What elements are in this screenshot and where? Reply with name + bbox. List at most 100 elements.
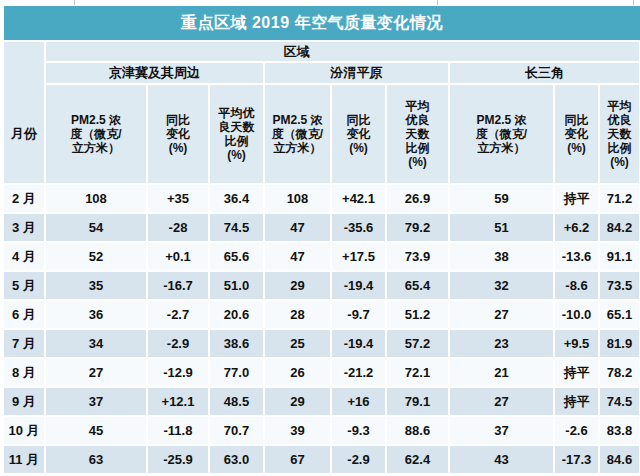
data-cell: -2.9: [148, 330, 208, 357]
data-cell: 67: [265, 446, 330, 473]
grid-tick: [74, 0, 75, 5]
data-cell: +12.1: [148, 388, 208, 415]
data-cell: -9.3: [332, 417, 385, 444]
data-cell: +35: [148, 185, 208, 212]
data-cell: -25.9: [148, 446, 208, 473]
data-cell: +17.5: [332, 243, 385, 270]
data-cell: 62.4: [387, 446, 448, 473]
data-cell: -35.6: [332, 214, 385, 241]
data-cell: 63.0: [210, 446, 263, 473]
month-cell: 3 月: [4, 214, 44, 241]
data-cell: 51: [450, 214, 553, 241]
data-cell: 72.1: [387, 359, 448, 386]
data-cell: 73.5: [600, 272, 639, 299]
grid-tick: [633, 0, 634, 5]
month-cell: 4 月: [4, 243, 44, 270]
data-cell: 29: [265, 388, 330, 415]
month-cell: 9 月: [4, 388, 44, 415]
month-cell: 5 月: [4, 272, 44, 299]
table-title-bar: 重点区域 2019 年空气质量变化情况: [4, 6, 640, 40]
data-cell: -2.6: [555, 417, 598, 444]
data-cell: 70.7: [210, 417, 263, 444]
table-title: 重点区域 2019 年空气质量变化情况: [181, 13, 443, 34]
data-cell: 84.2: [600, 214, 639, 241]
region-header-label: 区域: [284, 43, 310, 61]
data-cell: 34: [46, 330, 146, 357]
data-cell: 47: [265, 214, 330, 241]
data-cell: +0.1: [148, 243, 208, 270]
column-header: 同比 变化 (%): [555, 85, 598, 183]
data-cell: 84.6: [600, 446, 639, 473]
top-margin-strip: [0, 0, 640, 6]
data-cell: 26: [265, 359, 330, 386]
data-cell: 36.4: [210, 185, 263, 212]
data-cell: 25: [265, 330, 330, 357]
data-cell: -28: [148, 214, 208, 241]
data-cell: 108: [46, 185, 146, 212]
column-header: 平均 优良 天数 比例 (%): [387, 85, 448, 183]
data-cell: 108: [265, 185, 330, 212]
data-cell: -16.7: [148, 272, 208, 299]
data-cell: 45: [46, 417, 146, 444]
data-cell: 28: [265, 301, 330, 328]
column-header: 平均 优良 天数 比例 (%): [600, 85, 639, 183]
data-cell: -21.2: [332, 359, 385, 386]
column-header: PM2.5 浓 度（微克/ 立方米）: [265, 85, 330, 183]
data-cell: 74.5: [600, 388, 639, 415]
data-cell: +6.2: [555, 214, 598, 241]
data-cell: 27: [450, 301, 553, 328]
region-name-1: 京津冀及其周边: [46, 63, 263, 83]
data-cell: 83.8: [600, 417, 639, 444]
month-cell: 8 月: [4, 359, 44, 386]
data-cell: -8.6: [555, 272, 598, 299]
data-cell: 36: [46, 301, 146, 328]
data-cell: 20.6: [210, 301, 263, 328]
data-cell: 73.9: [387, 243, 448, 270]
region-name-3: 长三角: [450, 63, 639, 83]
data-cell: +16: [332, 388, 385, 415]
data-cell: 43: [450, 446, 553, 473]
data-cell: -13.6: [555, 243, 598, 270]
air-quality-table: 月份区域京津冀及其周边汾渭平原长三角PM2.5 浓 度（微克/ 立方米）同比 变…: [4, 42, 640, 473]
month-cell: 10 月: [4, 417, 44, 444]
data-cell: 48.5: [210, 388, 263, 415]
data-cell: 59: [450, 185, 553, 212]
data-cell: 54: [46, 214, 146, 241]
data-cell: -17.3: [555, 446, 598, 473]
data-cell: 38.6: [210, 330, 263, 357]
data-cell: 71.2: [600, 185, 639, 212]
data-cell: 持平: [555, 388, 598, 415]
data-cell: 26.9: [387, 185, 448, 212]
data-cell: 51.0: [210, 272, 263, 299]
month-cell: 2 月: [4, 185, 44, 212]
data-cell: 79.1: [387, 388, 448, 415]
column-header: 同比 变化 (%): [148, 85, 208, 183]
data-cell: 持平: [555, 359, 598, 386]
data-cell: 37: [450, 417, 553, 444]
column-header: PM2.5 浓 度（微克/ 立方米）: [450, 85, 553, 183]
month-header-cell: 月份: [4, 42, 44, 183]
data-cell: 35: [46, 272, 146, 299]
data-cell: -19.4: [332, 272, 385, 299]
data-cell: 38: [450, 243, 553, 270]
data-cell: 63: [46, 446, 146, 473]
data-cell: 74.5: [210, 214, 263, 241]
data-cell: 81.9: [600, 330, 639, 357]
data-cell: 79.2: [387, 214, 448, 241]
data-cell: 23: [450, 330, 553, 357]
grid-tick: [437, 0, 438, 5]
data-cell: -11.8: [148, 417, 208, 444]
data-cell: 78.2: [600, 359, 639, 386]
region-name-2: 汾渭平原: [265, 63, 448, 83]
month-cell: 11 月: [4, 446, 44, 473]
data-cell: 29: [265, 272, 330, 299]
data-cell: 52: [46, 243, 146, 270]
data-cell: 65.6: [210, 243, 263, 270]
data-cell: -10.0: [555, 301, 598, 328]
region-header-cell: 区域: [46, 42, 639, 61]
data-cell: -12.9: [148, 359, 208, 386]
data-cell: 51.2: [387, 301, 448, 328]
data-cell: 57.2: [387, 330, 448, 357]
data-cell: +9.5: [555, 330, 598, 357]
column-header: PM2.5 浓 度（微克/ 立方米）: [46, 85, 146, 183]
